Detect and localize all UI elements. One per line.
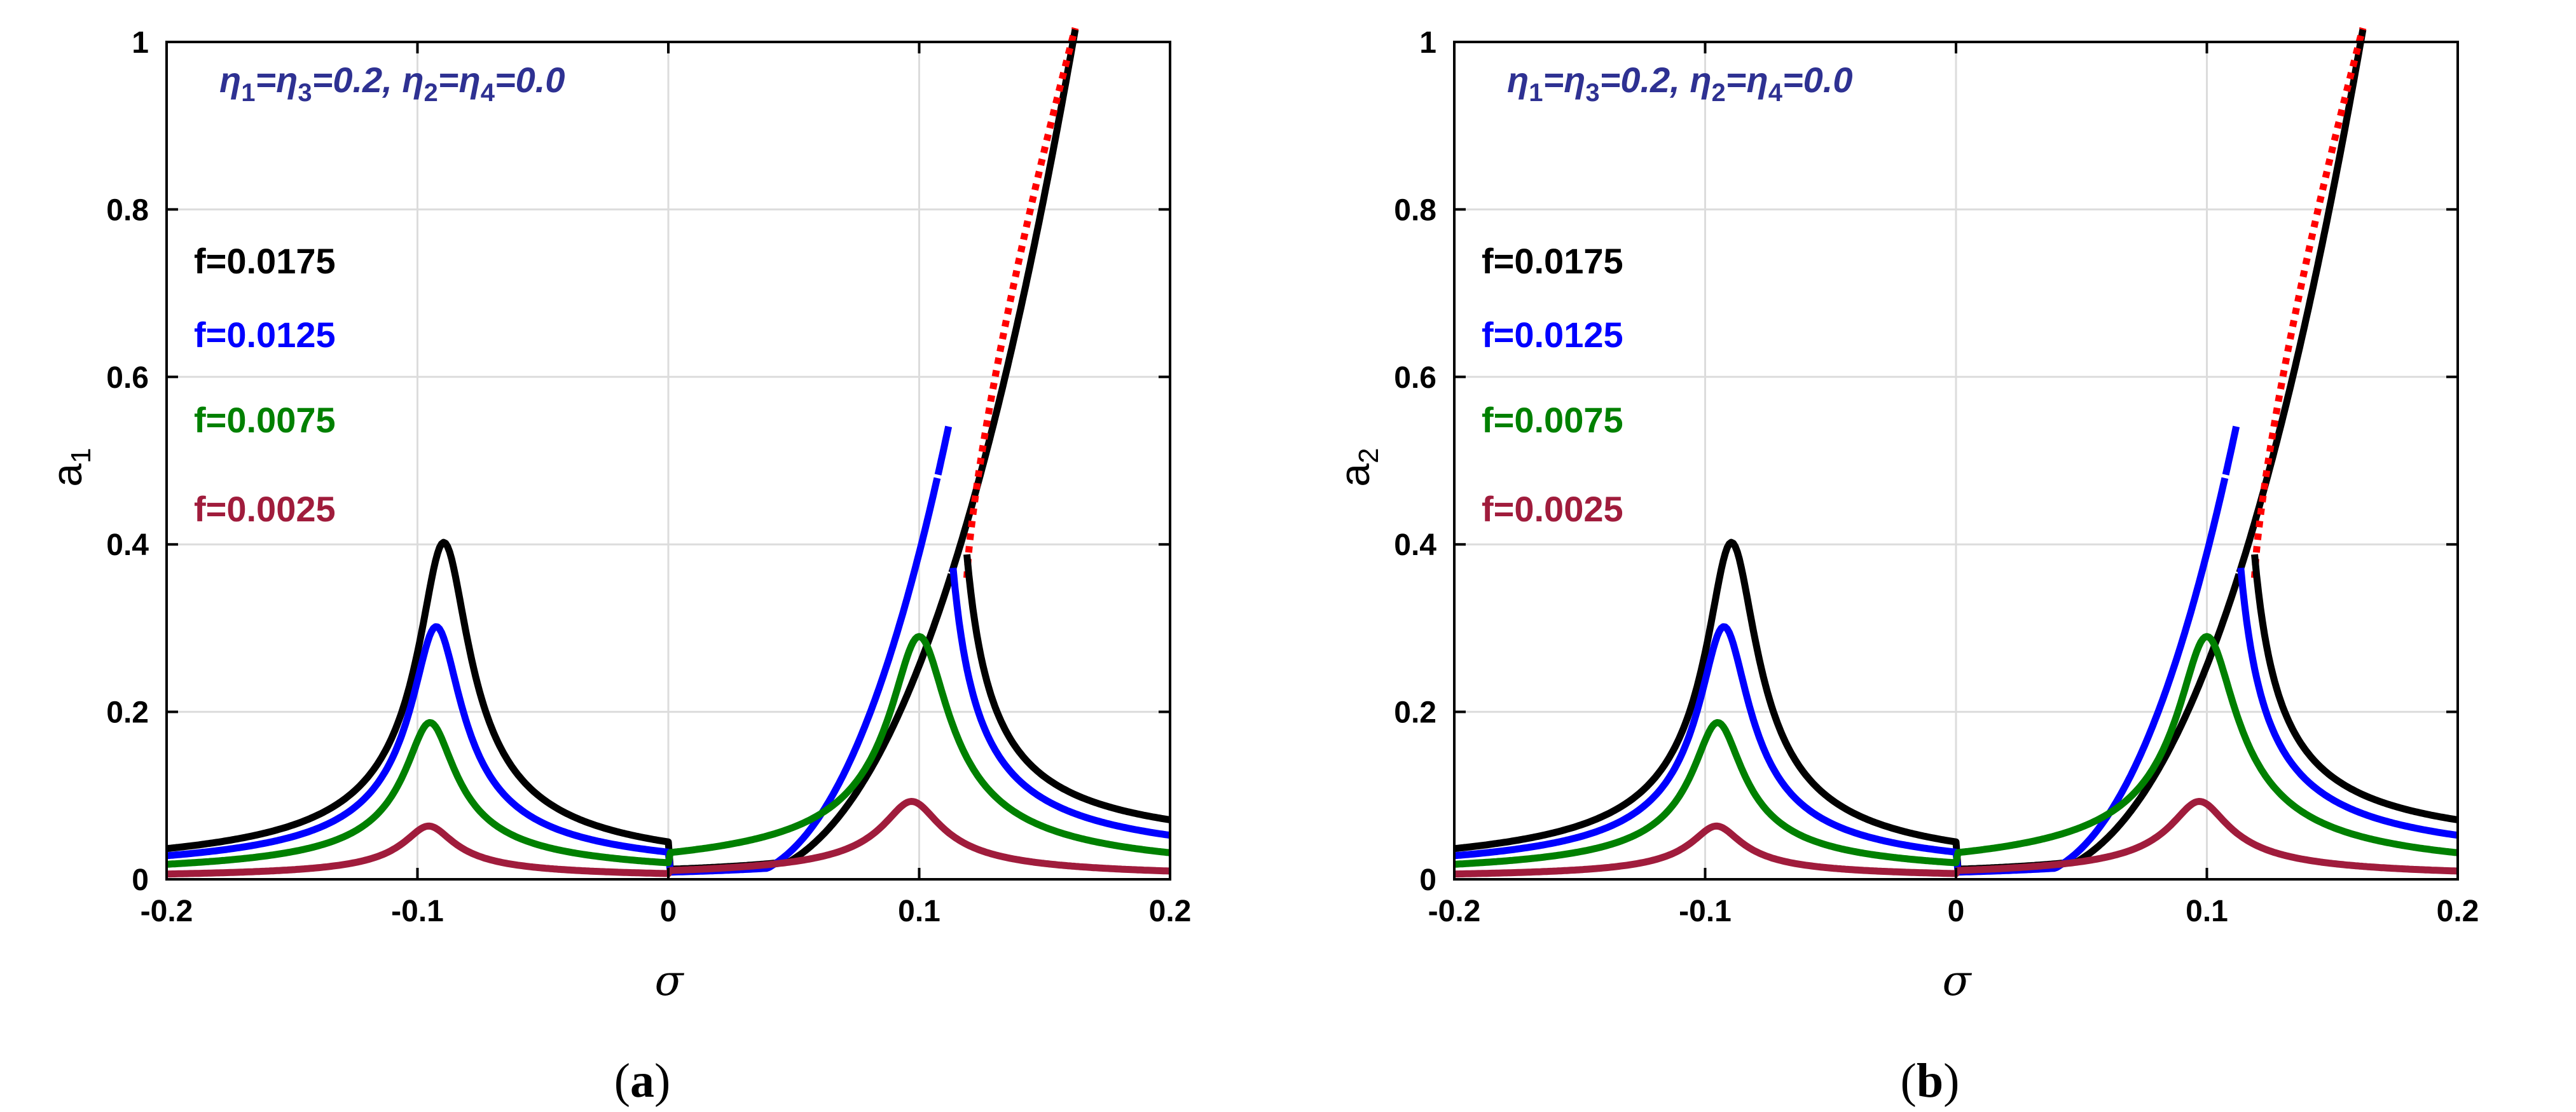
caption-a: (a) — [614, 1054, 671, 1108]
ticks: -0.2 -0.1 0 0.1 0.2 0 0.2 0.4 0.6 0.8 1 — [106, 26, 1191, 928]
x-axis-label: σ — [654, 956, 684, 1005]
x-tick-label: 0.1 — [2186, 895, 2228, 928]
y-tick-label: 0.6 — [106, 361, 149, 395]
legend-f0125: f=0.0125 — [1482, 315, 1623, 355]
y-tick-label: 0.8 — [106, 193, 149, 227]
legend-f0025: f=0.0025 — [194, 489, 336, 529]
x-tick-label: 0.2 — [2437, 895, 2479, 928]
parameter-annotation: η1=η3=0.2, η2=η4=0.0 — [219, 60, 565, 107]
y-axis-label: a1 — [43, 448, 97, 486]
series-unstable-branch-f=0.0175 — [2251, 27, 2367, 579]
x-tick-label: -0.1 — [391, 895, 444, 928]
y-tick-label: 0.4 — [106, 528, 149, 562]
x-tick-label: -0.2 — [141, 895, 193, 928]
series-upper-branch-f=0.0125 — [934, 425, 953, 476]
ticks: -0.2 -0.1 0 0.1 0.2 0 0.2 0.4 0.6 0.8 1 — [1394, 26, 2479, 928]
y-tick-label: 0.2 — [1394, 696, 1436, 730]
x-tick-label: 0 — [660, 895, 677, 928]
legend-f0175: f=0.0175 — [194, 241, 336, 281]
chart-a: -0.2 -0.1 0 0.1 0.2 0 0.2 0.4 0.6 0.8 1 η1=η3=0.2,… — [0, 0, 1191, 1108]
y-tick-label: 1 — [132, 26, 149, 60]
series-lower-branch-f=0.0175 — [963, 554, 1171, 823]
series-lower-branch-f=0.0125 — [2237, 567, 2458, 839]
legend-f0125: f=0.0125 — [194, 315, 336, 355]
panel-b: -0.2 -0.1 0 0.1 0.2 0 0.2 0.4 0.6 0.8 1 η1=η3=0.2,… — [1288, 0, 2575, 1112]
series-line-f=0.0175 — [1452, 539, 2243, 873]
y-tick-label: 0.8 — [1394, 193, 1436, 227]
y-axis-label: a2 — [1331, 448, 1384, 486]
series-upper-branch-f=0.0175 — [2236, 29, 2367, 574]
x-axis-label: σ — [1942, 956, 1972, 1005]
curves — [1452, 27, 2460, 878]
parameter-annotation: η1=η3=0.2, η2=η4=0.0 — [1507, 60, 1853, 107]
y-tick-label: 0.2 — [106, 696, 149, 730]
x-tick-label: -0.2 — [1428, 895, 1481, 928]
series-line-f=0.0125 — [165, 477, 941, 876]
caption-b: (b) — [1901, 1054, 1960, 1108]
chart-b: -0.2 -0.1 0 0.1 0.2 0 0.2 0.4 0.6 0.8 1 η1=η3=0.2,… — [1288, 0, 2479, 1108]
x-tick-label: 0 — [1948, 895, 1965, 928]
y-tick-label: 0.4 — [1394, 528, 1436, 562]
x-tick-label: -0.1 — [1679, 895, 1732, 928]
legend-f0025: f=0.0025 — [1482, 489, 1623, 529]
y-tick-label: 0.6 — [1394, 361, 1436, 395]
x-tick-label: 0.2 — [1149, 895, 1192, 928]
series-line-f=0.0125 — [1452, 477, 2229, 876]
curves — [165, 27, 1172, 878]
panel-a: -0.2 -0.1 0 0.1 0.2 0 0.2 0.4 0.6 0.8 1 η1=η3=0.2,… — [0, 0, 1191, 1108]
x-tick-label: 0.1 — [898, 895, 940, 928]
series-lower-branch-f=0.0125 — [949, 567, 1171, 839]
series-line-f=0.0075 — [1452, 633, 2460, 868]
legend-f0175: f=0.0175 — [1482, 241, 1623, 281]
legend-f0075: f=0.0075 — [194, 400, 336, 440]
y-tick-label: 0 — [132, 863, 149, 897]
series-upper-branch-f=0.0175 — [948, 29, 1079, 574]
series-lower-branch-f=0.0175 — [2251, 554, 2458, 823]
y-tick-label: 1 — [1419, 26, 1436, 60]
y-tick-label: 0 — [1419, 863, 1436, 897]
legend-f0075: f=0.0075 — [1482, 400, 1623, 440]
series-upper-branch-f=0.0125 — [2222, 425, 2240, 476]
series-unstable-branch-f=0.0175 — [963, 27, 1079, 579]
series-line-f=0.0075 — [165, 633, 1172, 868]
series-line-f=0.0175 — [165, 539, 955, 873]
